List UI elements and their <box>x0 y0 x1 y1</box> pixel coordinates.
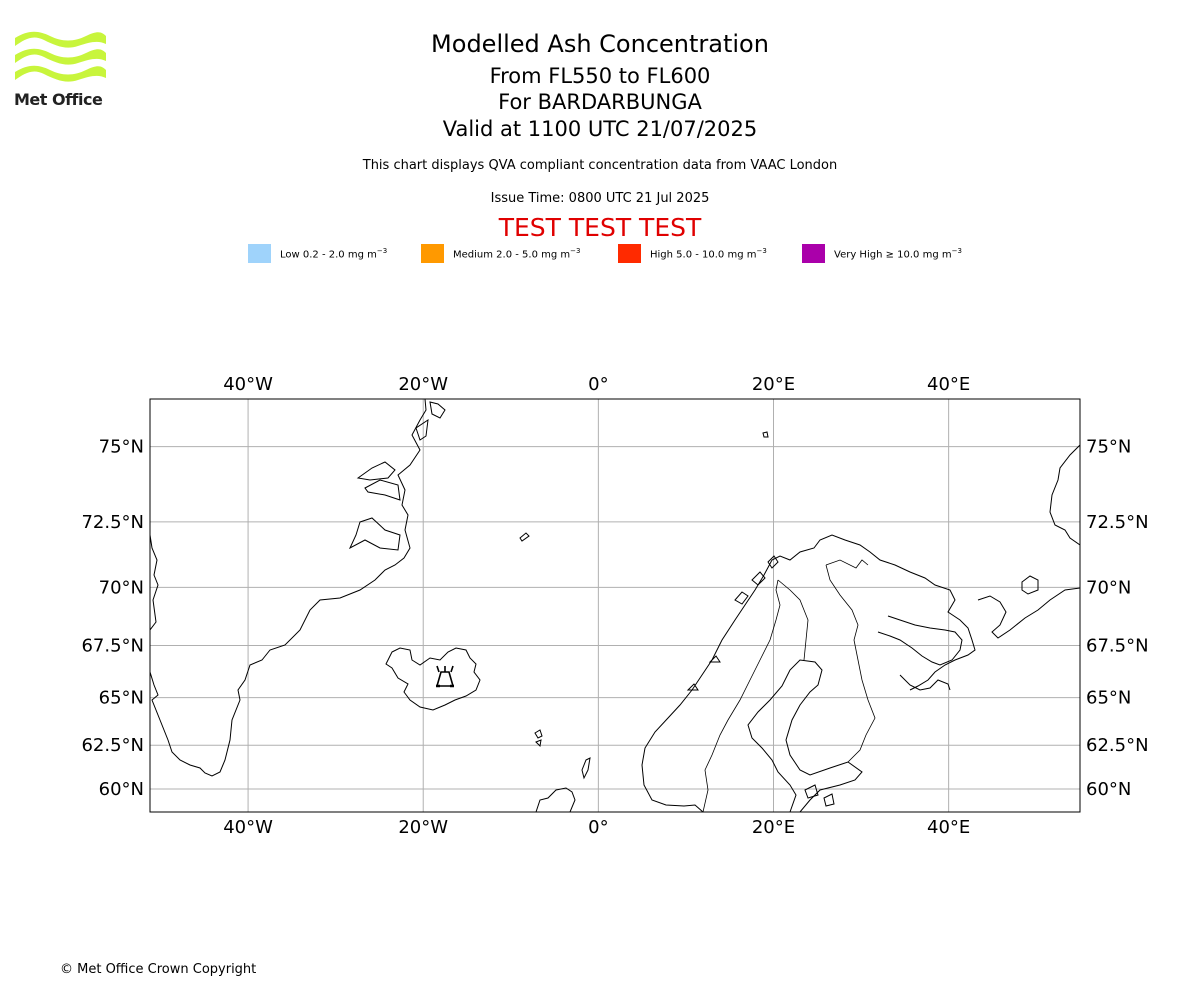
coastline-norway-islands <box>686 555 779 691</box>
lat-tick-label: 75°N <box>99 437 144 458</box>
legend-label-low: Low 0.2 - 2.0 mg m <box>280 249 377 261</box>
coastline-kola-south <box>899 674 951 691</box>
legend-swatch-very-high <box>802 244 825 263</box>
coastline-iceland <box>385 647 481 711</box>
coastline-greenland-fjord-1 <box>356 461 396 481</box>
lat-tick-label: 75°N <box>1086 437 1131 458</box>
legend-swatch-high <box>618 244 641 263</box>
copyright-notice: © Met Office Crown Copyright <box>60 962 257 977</box>
coastlines <box>150 399 1080 812</box>
coastline-greenland-fjord-2 <box>364 479 401 501</box>
lon-tick-label: 20°W <box>398 817 448 838</box>
chart-title: Modelled Ash Concentration <box>431 30 769 58</box>
map-gridlines <box>150 399 1080 812</box>
lon-tick-label: 20°E <box>752 817 795 838</box>
lat-tick-label: 60°N <box>99 779 144 800</box>
lon-tick-labels-bottom: 40°W 20°W 0° 20°E 40°E <box>223 817 970 838</box>
volcano-name: For BARDARBUNGA <box>498 90 702 114</box>
border-finland-russia <box>825 564 876 763</box>
legend-swatch-low <box>248 244 271 263</box>
coastline-greenland-islands <box>415 401 446 441</box>
coastline-bear-island <box>762 431 769 438</box>
lon-tick-label: 0° <box>588 817 608 838</box>
lat-tick-label: 72.5°N <box>1086 512 1149 533</box>
border-finland-norway <box>825 559 869 569</box>
lat-tick-label: 67.5°N <box>1086 635 1149 656</box>
coastline-shetland <box>581 757 591 780</box>
coastline-jan-mayen <box>519 532 530 542</box>
lat-tick-labels-right: 75°N 72.5°N 70°N 67.5°N 65°N 62.5°N 60°N <box>1086 437 1149 800</box>
lat-tick-label: 65°N <box>1086 688 1131 709</box>
legend-label-high: High 5.0 - 10.0 mg m <box>650 249 757 261</box>
met-office-waves-icon <box>15 31 106 82</box>
test-banner: TEST TEST TEST <box>498 213 702 242</box>
lon-tick-labels-top: 40°W 20°W 0° 20°E 40°E <box>223 374 970 395</box>
lat-tick-label: 62.5°N <box>81 735 144 756</box>
coastline-kolguev <box>1021 575 1039 595</box>
lat-tick-label: 65°N <box>99 688 144 709</box>
met-office-wordmark: Met Office <box>14 90 103 109</box>
volcano-icon <box>435 665 455 688</box>
issue-time: Issue Time: 0800 UTC 21 Jul 2025 <box>490 191 710 206</box>
lon-tick-label: 40°W <box>223 817 273 838</box>
border-norway-sweden <box>702 579 781 812</box>
coastline-white-sea <box>877 615 963 666</box>
border-sweden-finland <box>777 579 809 661</box>
valid-time: Valid at 1100 UTC 21/07/2025 <box>442 117 758 141</box>
met-office-logo: Met Office <box>14 30 110 114</box>
lon-tick-label: 40°W <box>223 374 273 395</box>
lon-tick-label: 40°E <box>927 817 970 838</box>
chart-description: This chart displays QVA compliant concen… <box>362 158 838 173</box>
lon-tick-label: 20°W <box>398 374 448 395</box>
coastline-baltic-islands <box>804 784 835 807</box>
coastline-russia-north <box>977 587 1080 639</box>
coastline-gulf-of-bothnia <box>747 659 863 812</box>
lat-tick-label: 60°N <box>1086 779 1131 800</box>
lat-tick-label: 70°N <box>99 577 144 598</box>
lat-tick-labels-left: 75°N 72.5°N 70°N 67.5°N 65°N 62.5°N 60°N <box>81 437 144 800</box>
coastline-scotland <box>535 787 576 812</box>
lat-tick-label: 62.5°N <box>1086 735 1149 756</box>
map-frame <box>149 398 1081 813</box>
coastline-novaya-zemlya <box>1049 444 1080 546</box>
lat-tick-label: 72.5°N <box>81 512 144 533</box>
coastline-greenland-fjord-3 <box>348 517 401 551</box>
coastline-greenland <box>150 399 427 777</box>
lat-tick-label: 67.5°N <box>81 635 144 656</box>
coastline-faroe <box>534 729 543 748</box>
flight-level-range: From FL550 to FL600 <box>489 64 711 88</box>
lat-tick-label: 70°N <box>1086 577 1131 598</box>
lon-tick-label: 40°E <box>927 374 970 395</box>
legend-label-very-high: Very High ≥ 10.0 mg m <box>834 249 952 261</box>
lon-tick-label: 0° <box>588 374 608 395</box>
legend-label-medium: Medium 2.0 - 5.0 mg m <box>453 249 571 261</box>
lon-tick-label: 20°E <box>752 374 795 395</box>
coastline-norway <box>641 534 976 812</box>
legend-swatch-medium <box>421 244 444 263</box>
